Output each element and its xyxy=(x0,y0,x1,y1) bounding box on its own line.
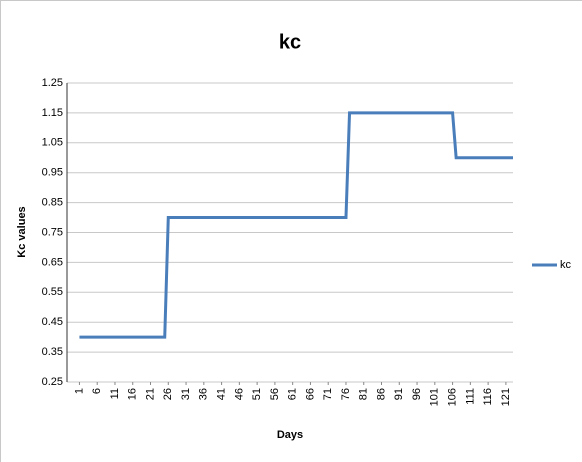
x-tick-label: 6 xyxy=(91,388,103,394)
y-tick-label: 0.85 xyxy=(42,197,63,209)
chart-title: kc xyxy=(279,31,301,53)
x-tick-label: 36 xyxy=(198,388,210,400)
x-tick-label: 81 xyxy=(358,388,370,400)
x-tick-label: 1 xyxy=(73,388,85,394)
x-tick-label: 116 xyxy=(482,388,494,406)
x-tick-label: 41 xyxy=(215,388,227,400)
y-tick-label: 0.65 xyxy=(42,256,63,268)
x-tick-label: 31 xyxy=(180,388,192,400)
y-tick-label: 0.75 xyxy=(42,226,63,238)
x-tick-label: 46 xyxy=(233,388,245,400)
x-tick-label: 21 xyxy=(144,388,156,400)
x-tick-label: 106 xyxy=(446,388,458,406)
x-tick-label: 51 xyxy=(251,388,263,400)
legend-label: kc xyxy=(560,259,572,271)
data-line xyxy=(79,111,513,339)
y-tick-label: 0.45 xyxy=(42,316,63,328)
y-tick-label: 1.25 xyxy=(42,77,63,89)
x-tick-label: 71 xyxy=(322,388,334,400)
x-tick-label: 76 xyxy=(340,388,352,400)
y-tick-label: 0.25 xyxy=(42,376,63,388)
x-tick-label: 66 xyxy=(304,388,316,400)
y-tick-label: 0.35 xyxy=(42,346,63,358)
x-tick-label: 61 xyxy=(287,388,299,400)
y-tick-label: 0.55 xyxy=(42,286,63,298)
y-tick-label: 1.05 xyxy=(42,137,63,149)
x-tick-label: 121 xyxy=(500,388,512,406)
x-tick-label: 101 xyxy=(429,388,441,406)
x-tick-label: 86 xyxy=(375,388,387,400)
x-tick-label: 96 xyxy=(411,388,423,400)
y-axis-title: Kc values xyxy=(16,206,28,257)
y-tick-label: 1.15 xyxy=(42,107,63,119)
x-tick-label: 111 xyxy=(464,388,476,405)
x-tick-label: 56 xyxy=(269,388,281,400)
x-tick-label: 16 xyxy=(127,388,139,400)
y-tick-label: 0.95 xyxy=(42,167,63,179)
x-tick-label: 91 xyxy=(393,388,405,400)
x-tick-label: 26 xyxy=(162,388,174,400)
x-tick-label: 11 xyxy=(109,388,121,399)
x-axis-title: Days xyxy=(277,429,303,441)
